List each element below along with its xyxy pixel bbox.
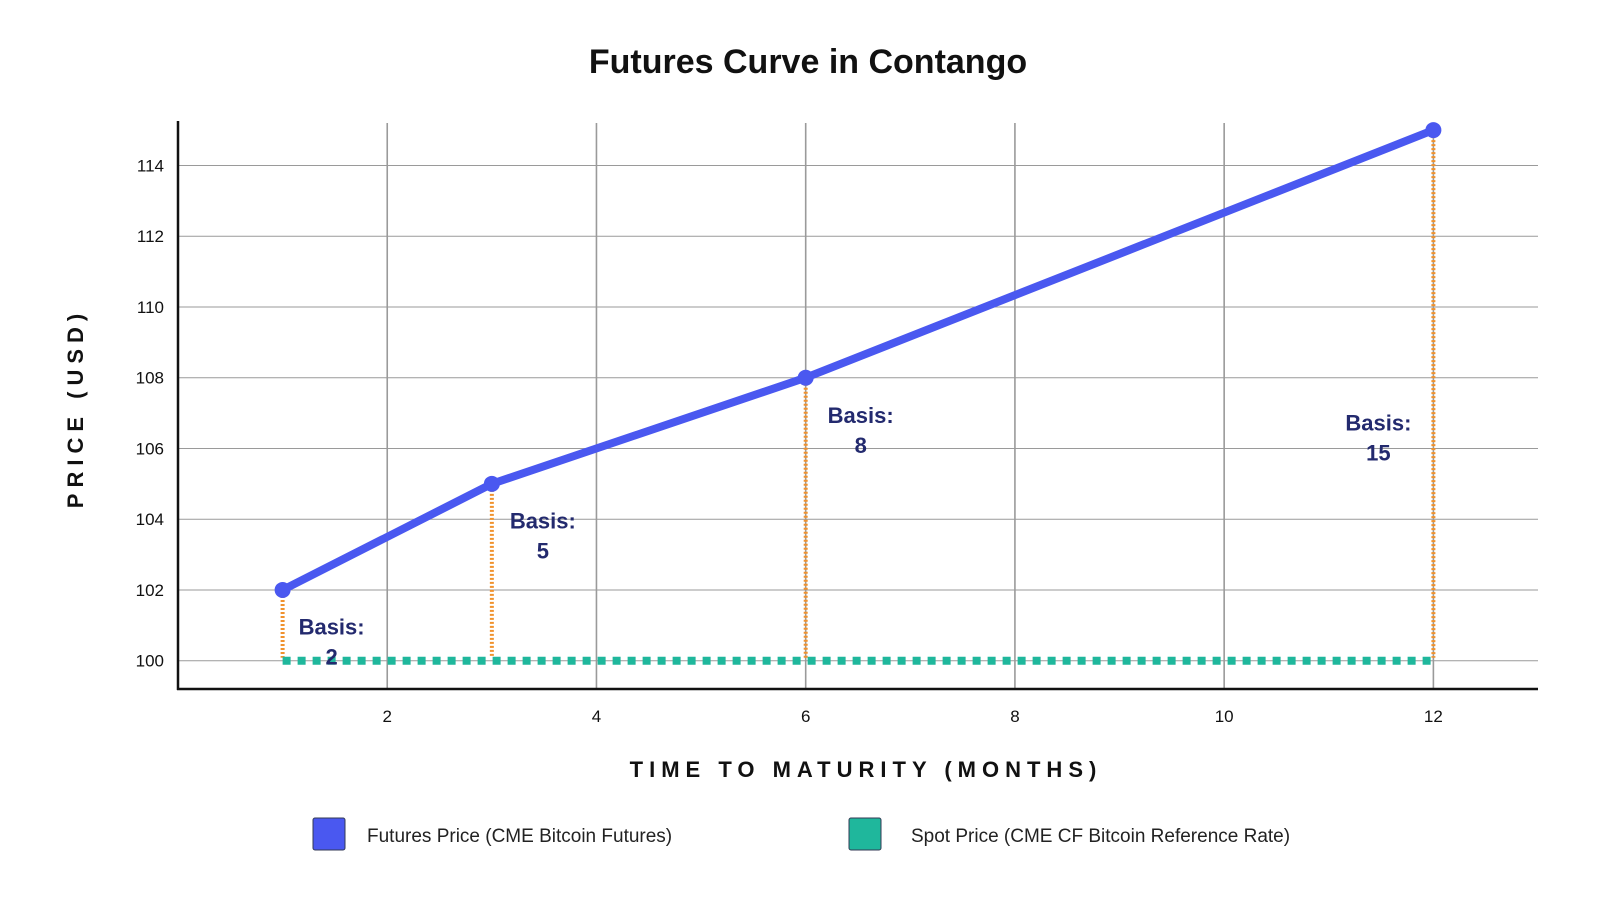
- basis-annotation-label: Basis:: [828, 403, 894, 428]
- basis-annotation-value: 8: [855, 433, 867, 458]
- x-tick-label: 6: [801, 707, 810, 726]
- chart-title: Futures Curve in Contango: [589, 43, 1027, 81]
- y-tick-label: 106: [136, 439, 164, 458]
- x-tick-label: 12: [1424, 707, 1443, 726]
- y-tick-label: 110: [137, 298, 164, 317]
- x-tick-label: 10: [1215, 707, 1234, 726]
- y-tick-label: 114: [137, 156, 164, 175]
- x-tick-label: 2: [382, 707, 391, 726]
- y-tick-label: 108: [136, 369, 164, 388]
- series-layer: [274, 122, 1442, 665]
- basis-annotation: Basis: 5: [510, 508, 576, 563]
- legend: Futures Price (CME Bitcoin Futures) Spot …: [312, 817, 1290, 851]
- basis-annotation-label: Basis:: [299, 614, 365, 639]
- basis-annotation: Basis: 2: [299, 614, 365, 669]
- futures-data-point: [1425, 122, 1442, 139]
- basis-annotation-value: 2: [325, 644, 337, 669]
- basis-annotation-value: 5: [537, 538, 549, 563]
- basis-annotation-label: Basis:: [1345, 410, 1411, 435]
- basis-annotation-value: 15: [1366, 440, 1390, 465]
- legend-swatch: [312, 817, 346, 851]
- x-tick-label: 4: [592, 707, 601, 726]
- basis-annotation-label: Basis:: [510, 508, 576, 533]
- basis-annotation: Basis: 8: [828, 403, 894, 458]
- legend-swatch: [848, 817, 882, 851]
- x-axis-title: TIME TO MATURITY (MONTHS): [630, 757, 1103, 782]
- y-tick-label: 102: [136, 581, 164, 600]
- legend-item: Spot Price (CME CF Bitcoin Reference Rat…: [848, 817, 1290, 851]
- basis-lines-layer: [280, 136, 1436, 658]
- basis-annotation: Basis: 15: [1345, 410, 1411, 465]
- futures-data-point: [274, 581, 291, 598]
- axes-layer: [176, 121, 1538, 691]
- tick-labels-layer: 100 102 104 106 108 110 112 114 2 4 6 8 10 12: [136, 156, 1443, 726]
- x-tick-label: 8: [1010, 707, 1019, 726]
- legend-item: Futures Price (CME Bitcoin Futures): [312, 817, 672, 851]
- y-axis-title: PRICE (USD): [63, 308, 88, 508]
- y-tick-label: 104: [136, 510, 164, 529]
- legend-label: Spot Price (CME CF Bitcoin Reference Rat…: [911, 826, 1290, 847]
- legend-label: Futures Price (CME Bitcoin Futures): [367, 826, 672, 847]
- y-tick-label: 112: [137, 227, 164, 246]
- y-tick-label: 100: [136, 652, 164, 671]
- futures-data-point: [797, 369, 814, 386]
- basis-annotations-layer: Basis: 2 Basis: 5 Basis: 8 Basis: 15: [299, 403, 1412, 669]
- futures-price-line: [278, 126, 1438, 594]
- futures-data-point: [483, 475, 500, 492]
